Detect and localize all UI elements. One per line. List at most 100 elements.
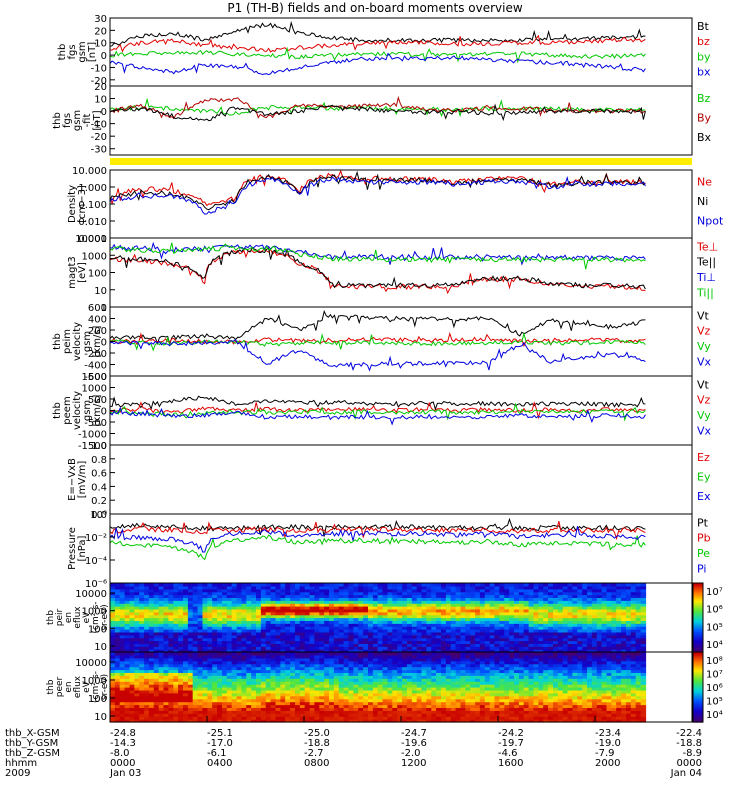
heatmap-cell [280,631,286,636]
heatmap-cell [392,626,398,630]
heatmap-cell [626,631,632,636]
heatmap-cell [304,654,311,659]
heatmap-cell [377,626,384,630]
y-tick-label: -600 [84,372,107,383]
heatmap-cell [333,646,340,650]
heatmap-cell [192,672,199,676]
heatmap-cell [353,698,359,703]
heatmap-cell [236,692,243,697]
heatmap-cell [460,701,466,706]
heatmap-cell [124,666,131,671]
heatmap-cell [436,600,442,604]
heatmap-cell [475,634,481,639]
heatmap-cell [577,583,583,587]
heatmap-cell [163,707,169,711]
heatmap-cell [319,640,325,644]
heatmap-cell [246,713,252,717]
heatmap-cell [153,620,160,624]
heatmap-cell [489,591,496,596]
heatmap-cell [207,710,213,714]
heatmap-cell [251,663,257,668]
heatmap-cell [465,710,471,714]
heatmap-cell [299,597,306,601]
heatmap-cell [212,646,218,650]
heatmap-cell [110,617,116,621]
heatmap-cell [217,716,223,720]
heatmap-cell [411,716,418,720]
heatmap-cell [197,594,204,598]
heatmap-cell [290,591,296,596]
heatmap-cell [231,692,238,697]
heatmap-cell [436,698,442,703]
heatmap-cell [192,681,199,685]
heatmap-cell [514,707,520,711]
heatmap-cell [348,681,354,685]
heatmap-cell [523,713,530,717]
heatmap-cell [377,716,384,720]
heatmap-cell [382,611,389,616]
heatmap-cell [285,626,291,630]
heatmap-cell [504,663,510,668]
heatmap-cell [275,649,281,653]
heatmap-cell [572,634,578,639]
heatmap-cell [134,666,140,671]
heatmap-cell [265,701,272,706]
heatmap-cell [270,643,277,647]
heatmap-cell [280,591,286,596]
heatmap-cell [158,672,165,676]
heatmap-cell [528,583,535,587]
heatmap-cell [533,637,539,642]
heatmap-cell [144,707,150,711]
heatmap-cell [110,654,116,659]
heatmap-cell [148,672,155,676]
heatmap-cell [168,626,174,630]
legend-by: by [697,50,711,63]
heatmap-cell [187,634,194,639]
heatmap-cell [431,603,437,607]
heatmap-cell [372,660,379,665]
series-pi [109,526,646,553]
heatmap-cell [455,678,462,682]
heatmap-cell [421,684,427,688]
heatmap-cell [528,608,535,613]
heatmap-cell [509,608,515,613]
heatmap-cell [265,681,272,685]
heatmap-cell [217,649,223,653]
heatmap-cell [450,692,457,697]
heatmap-cell [402,617,408,621]
heatmap-cell [163,704,169,708]
heatmap-cell [611,583,617,587]
heatmap-cell [436,672,442,676]
heatmap-cell [455,675,462,679]
heatmap-cell [494,606,500,610]
heatmap-cell [319,634,325,639]
heatmap-cell [309,707,316,711]
heatmap-cell [518,684,525,688]
heatmap-cell [523,652,530,656]
heatmap-cell [611,606,617,610]
heatmap-cell [265,600,272,604]
heatmap-cell [270,631,277,636]
heatmap-cell [484,646,491,650]
heatmap-cell [596,637,603,642]
heatmap-cell [392,649,398,653]
heatmap-cell [358,687,364,691]
heatmap-cell [304,678,311,682]
heatmap-cell [319,631,325,636]
heatmap-cell [460,663,466,668]
heatmap-cell [479,692,486,697]
heatmap-cell [236,678,243,682]
heatmap-cell [202,646,208,650]
heatmap-cell [158,611,165,616]
heatmap-cell [265,669,272,673]
heatmap-cell [129,684,135,688]
heatmap-cell [436,713,442,717]
heatmap-cell [591,626,598,630]
heatmap-cell [299,695,306,700]
heatmap-cell [256,692,262,697]
heatmap-cell [295,603,301,607]
heatmap-cell [144,583,150,587]
heatmap-cell [523,646,530,650]
heatmap-cell [640,583,647,587]
heatmap-cell [484,640,491,644]
